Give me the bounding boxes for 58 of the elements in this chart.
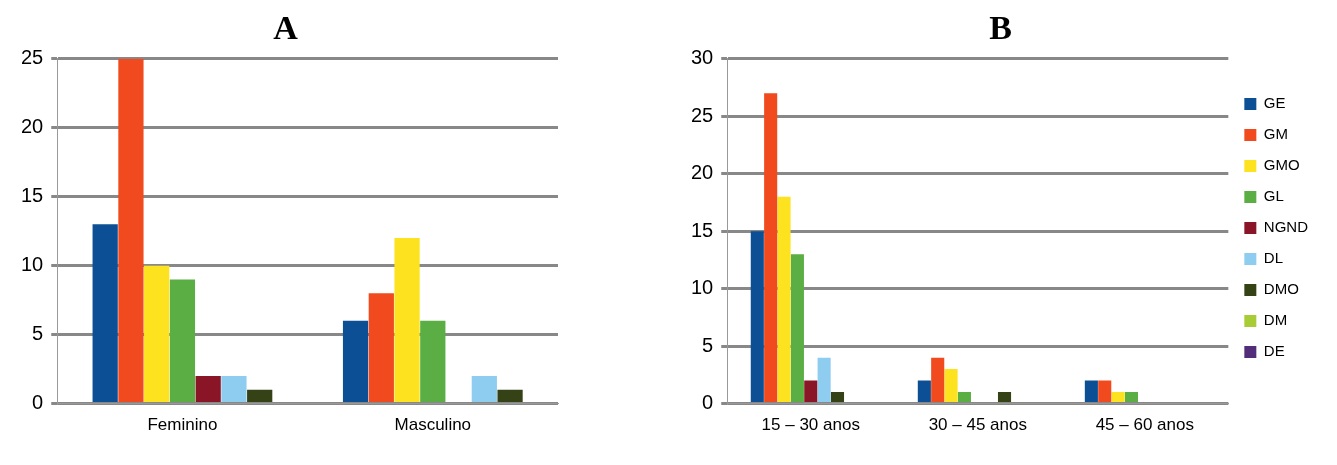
- bar: [957, 392, 971, 403]
- bar: [917, 380, 931, 403]
- bar: [764, 93, 778, 403]
- legend-label: DE: [1263, 342, 1285, 360]
- bar: [471, 376, 497, 403]
- bar: [195, 376, 221, 403]
- bar: [1098, 380, 1112, 403]
- x-tick-label: Feminino: [147, 415, 218, 435]
- y-tick-label: 20: [691, 161, 714, 184]
- bar: [144, 265, 170, 403]
- chart-title: B: [989, 9, 1012, 47]
- y-tick-label: 5: [702, 333, 714, 356]
- bar: [247, 389, 273, 403]
- bar: [817, 357, 831, 403]
- legend-label: GMO: [1263, 156, 1300, 174]
- y-tick-label: 15: [691, 218, 714, 241]
- x-tick-label: Masculino: [394, 415, 472, 435]
- y-tick-label: 15: [21, 184, 44, 207]
- bar: [777, 196, 791, 403]
- x-tick-label: 30 – 45 anos: [928, 415, 1027, 435]
- bar: [342, 320, 369, 403]
- bar: [830, 392, 845, 403]
- bar: [221, 376, 247, 403]
- legend-label: DL: [1263, 249, 1284, 267]
- bar: [790, 254, 804, 403]
- bar: [420, 320, 446, 403]
- y-tick-label: 0: [32, 391, 44, 414]
- bar: [497, 389, 523, 403]
- legend-label: NGND: [1263, 218, 1309, 236]
- legend-label: GL: [1263, 187, 1284, 205]
- bar: [997, 392, 1012, 403]
- bar: [169, 279, 196, 403]
- bar: [1084, 380, 1098, 403]
- bar: [118, 58, 144, 403]
- bar: [804, 380, 818, 403]
- bar: [750, 231, 764, 403]
- y-tick-label: 10: [691, 276, 714, 299]
- legend-label: GE: [1263, 94, 1286, 112]
- x-tick-label: 45 – 60 anos: [1095, 415, 1194, 435]
- legend-label: GM: [1263, 125, 1289, 143]
- y-tick-label: 20: [21, 115, 44, 138]
- y-tick-label: 25: [21, 46, 44, 69]
- y-tick-label: 25: [691, 103, 714, 126]
- chart-title: A: [273, 9, 299, 47]
- legend-label: DMO: [1263, 280, 1299, 298]
- bar: [92, 224, 118, 403]
- bar: [931, 357, 945, 403]
- y-tick-label: 0: [702, 391, 714, 414]
- y-tick-label: 10: [21, 253, 44, 276]
- y-tick-label: 5: [32, 322, 44, 345]
- bar: [944, 369, 958, 403]
- legend-label: DM: [1263, 311, 1288, 329]
- x-tick-label: 15 – 30 anos: [761, 415, 860, 435]
- bar: [394, 238, 420, 403]
- bar: [1124, 392, 1139, 403]
- bar: [368, 293, 394, 403]
- bar: [1111, 392, 1125, 403]
- y-tick-label: 30: [691, 46, 714, 69]
